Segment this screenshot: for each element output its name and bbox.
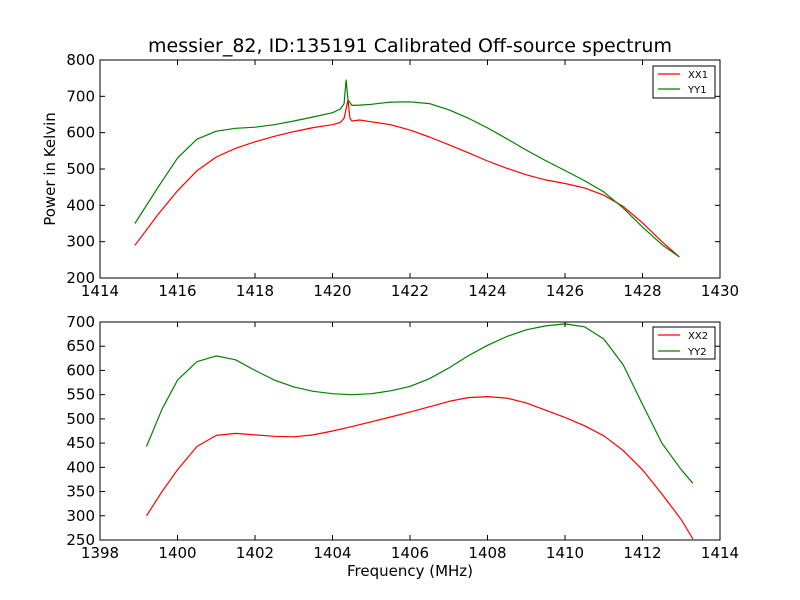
top-tick-layer: 1414 1416 1418 1420 1422 1424 1426 1428 1430 200 3… [66, 51, 739, 300]
x-tick-label: 1430 [701, 282, 739, 300]
x-tick-label: 1414 [81, 282, 119, 300]
y-tick-label: 300 [66, 233, 95, 251]
y-tick-label: 250 [66, 531, 95, 549]
x-tick-label: 1420 [313, 282, 351, 300]
series-line-xx1 [134, 99, 680, 258]
x-tick-label: 1418 [236, 282, 274, 300]
y-tick-label: 400 [66, 196, 95, 214]
legend-label-yy2: YY2 [687, 347, 707, 358]
x-tick-label: 1406 [391, 544, 429, 562]
y-tick-label: 700 [66, 313, 95, 331]
x-tick-label: 1424 [468, 282, 506, 300]
y-tick-label: 700 [66, 87, 95, 105]
bottom-series-layer [145, 323, 694, 540]
y-tick-label: 400 [66, 458, 95, 476]
x-tick-label: 1400 [158, 544, 196, 562]
bottom-legend-box [652, 326, 716, 360]
x-tick-label: 1428 [623, 282, 661, 300]
x-tick-label: 1422 [391, 282, 429, 300]
bottom-legend: XX2 YY2 [652, 326, 716, 360]
x-tick-label: 1408 [468, 544, 506, 562]
bottom-tick-layer: 1398 1400 1402 1404 1406 1408 1410 1412 1414 250 3… [66, 313, 739, 562]
top-series-layer [134, 79, 680, 258]
y-tick-label: 600 [66, 124, 95, 142]
legend-label-xx2: XX2 [688, 331, 708, 342]
chart-title: messier_82, ID:135191 Calibrated Off-sou… [148, 35, 672, 57]
legend-label-xx1: XX1 [688, 70, 708, 81]
y-tick-label: 550 [66, 386, 95, 404]
x-tick-label: 1404 [313, 544, 351, 562]
top-panel: 1414 1416 1418 1420 1422 1424 1426 1428 1430 200 3… [41, 51, 739, 300]
top-legend-box [652, 65, 716, 99]
x-tick-label: 1412 [623, 544, 661, 562]
y-tick-label: 500 [66, 410, 95, 428]
y-tick-label: 800 [66, 51, 95, 69]
x-tick-label: 1410 [546, 544, 584, 562]
top-y-axis-label: Power in Kelvin [41, 112, 59, 226]
y-tick-label: 500 [66, 160, 95, 178]
bottom-x-axis-label: Frequency (MHz) [347, 562, 473, 580]
top-legend: XX1 YY1 [652, 65, 716, 99]
y-tick-label: 200 [66, 269, 95, 287]
y-tick-label: 300 [66, 507, 95, 525]
y-tick-label: 350 [66, 483, 95, 501]
y-tick-label: 600 [66, 361, 95, 379]
x-tick-label: 1416 [158, 282, 196, 300]
bottom-panel: 1398 1400 1402 1404 1406 1408 1410 1412 1414 250 3… [66, 313, 739, 580]
x-tick-label: 1426 [546, 282, 584, 300]
legend-label-yy1: YY1 [687, 85, 707, 96]
top-plot-area [100, 60, 720, 278]
bottom-plot-area [100, 322, 720, 540]
x-tick-label: 1398 [81, 544, 119, 562]
x-tick-label: 1402 [236, 544, 274, 562]
y-tick-label: 650 [66, 337, 95, 355]
series-line-yy2 [145, 323, 694, 484]
y-tick-label: 450 [66, 434, 95, 452]
x-tick-label: 1414 [701, 544, 739, 562]
series-line-yy1 [134, 79, 680, 258]
series-line-xx2 [145, 396, 694, 540]
